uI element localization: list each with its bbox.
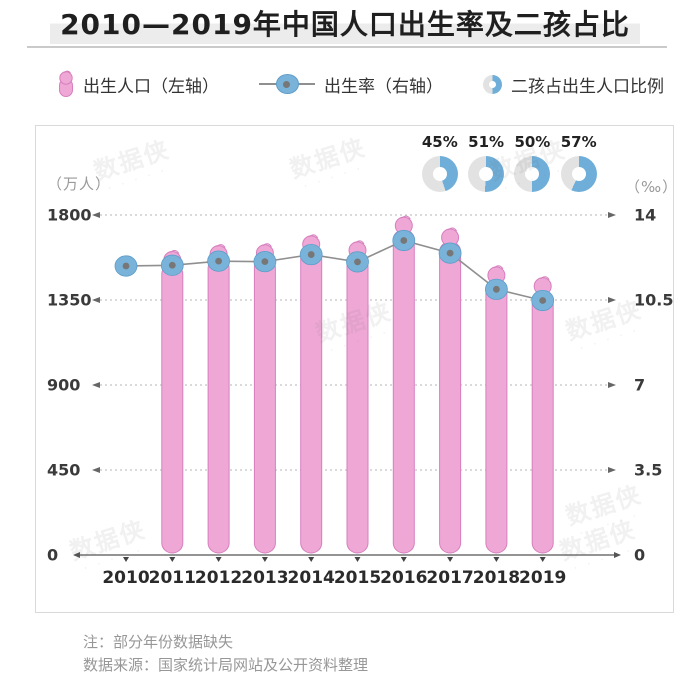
right-tick-label-0: 0 (634, 546, 645, 565)
birth-rate-point-2018 (484, 278, 508, 300)
x-tick-2012 (215, 557, 222, 562)
bar-2012 (207, 244, 230, 554)
legend-item-second-child: 二孩占出生人口比例 (483, 72, 664, 97)
birth-rate-point-2010 (114, 255, 138, 277)
year-label-2010: 2010 (102, 568, 149, 588)
donut-chart-2018 (514, 156, 551, 192)
grid-arrow-left-450 (92, 467, 100, 473)
x-tick-2017 (447, 557, 454, 562)
left-tick-label-1350: 1350 (47, 291, 92, 310)
right-tick-label-3.5: 3.5 (634, 461, 662, 480)
birth-rate-point-2019 (531, 289, 555, 312)
year-label-2019: 2019 (519, 568, 566, 588)
donut-chart-2019 (560, 156, 597, 192)
percent-label-2019: 57% (560, 133, 597, 151)
left-axis-unit: （万人） (47, 175, 112, 193)
legend-label-second-child: 二孩占出生人口比例 (511, 76, 664, 97)
x-tick-2014 (308, 557, 315, 562)
page-title: 2010—2019年中国人口出生率及二孩占比 (50, 6, 640, 44)
x-tick-2013 (261, 557, 268, 562)
year-label-2017: 2017 (426, 568, 473, 588)
second-child-donut-2018: 50% (500, 133, 564, 192)
x-tick-2015 (354, 557, 361, 562)
bar-2017 (439, 227, 462, 554)
donut-chart-2017 (468, 156, 505, 192)
birth-rate-point-2016 (392, 229, 416, 252)
grid-arrow-right-1800 (608, 212, 616, 218)
grid-arrow-right-450 (608, 467, 616, 473)
note-source: 数据来源：国家统计局网站及公开资料整理 (83, 656, 369, 674)
year-label-2013: 2013 (241, 568, 288, 588)
year-label-2014: 2014 (288, 568, 335, 588)
legend-label-rate: 出生率（右轴） (324, 76, 443, 97)
second-child-donut-2017: 51% (454, 133, 518, 192)
grid-arrow-left-1350 (92, 297, 100, 303)
birth-rate-point-2014 (299, 243, 323, 266)
birth-rate-point-2013 (253, 251, 277, 273)
birth-rate-point-2011 (160, 254, 184, 276)
birth-rate-point-2012 (207, 250, 231, 272)
right-axis-unit: （‰） (625, 178, 679, 196)
baby-capsule-icon (59, 70, 73, 97)
left-tick-label-1800: 1800 (47, 206, 92, 225)
second-child-donut-2016: 45% (408, 133, 472, 192)
note-missing-data: 注：部分年份数据缺失 (83, 633, 234, 651)
grid-arrow-left-1800 (92, 212, 100, 218)
legend: 出生人口（左轴） 出生率（右轴） 二孩占出生人口比例 (58, 70, 664, 98)
year-label-2016: 2016 (380, 568, 427, 588)
grid-arrow-left-900 (92, 382, 100, 388)
right-tick-label-7: 7 (634, 376, 645, 395)
bar-2013 (253, 243, 276, 554)
bar-2011 (161, 250, 184, 554)
grid-arrow-right-1350 (608, 297, 616, 303)
footnotes: 注：部分年份数据缺失 数据来源：国家统计局网站及公开资料整理 (83, 631, 368, 677)
donut-chart-2016 (421, 156, 458, 192)
line-dot-icon (259, 73, 315, 95)
right-tick-label-10.5: 10.5 (634, 291, 673, 310)
bar-2018 (485, 265, 508, 554)
right-tick-label-14: 14 (634, 206, 656, 225)
bar-2014 (300, 234, 323, 554)
bar-2015 (346, 240, 369, 554)
year-label-2011: 2011 (149, 568, 196, 588)
left-tick-label-450: 450 (47, 461, 80, 480)
year-label-2018: 2018 (473, 568, 520, 588)
x-tick-2011 (169, 557, 176, 562)
left-tick-label-900: 900 (47, 376, 80, 395)
birth-rate-point-2017 (438, 242, 462, 264)
percent-label-2017: 51% (468, 133, 505, 151)
x-tick-2019 (539, 557, 546, 562)
legend-item-rate: 出生率（右轴） (259, 72, 443, 97)
percent-label-2016: 45% (421, 133, 458, 151)
grid-arrow-right-900 (608, 382, 616, 388)
left-tick-label-0: 0 (47, 546, 58, 565)
axis-arrow-left (73, 552, 80, 558)
birth-rate-line (125, 239, 543, 302)
x-tick-2010 (123, 557, 129, 562)
x-tick-2016 (400, 557, 407, 562)
second-child-donut-2019: 57% (547, 133, 611, 192)
title-underline (27, 46, 667, 48)
legend-item-births: 出生人口（左轴） (58, 70, 219, 98)
birth-rate-point-2015 (346, 251, 369, 273)
year-label-2015: 2015 (334, 568, 381, 588)
year-label-2012: 2012 (195, 568, 242, 588)
x-tick-2018 (493, 557, 500, 562)
percent-label-2018: 50% (514, 133, 551, 151)
bar-2016 (392, 215, 415, 554)
donut-icon (483, 74, 502, 94)
legend-label-births: 出生人口（左轴） (83, 76, 219, 97)
title-block: 2010—2019年中国人口出生率及二孩占比 (0, 6, 690, 44)
bar-2019 (531, 276, 554, 554)
chart-frame (35, 125, 674, 613)
axis-arrow-right (614, 552, 621, 558)
